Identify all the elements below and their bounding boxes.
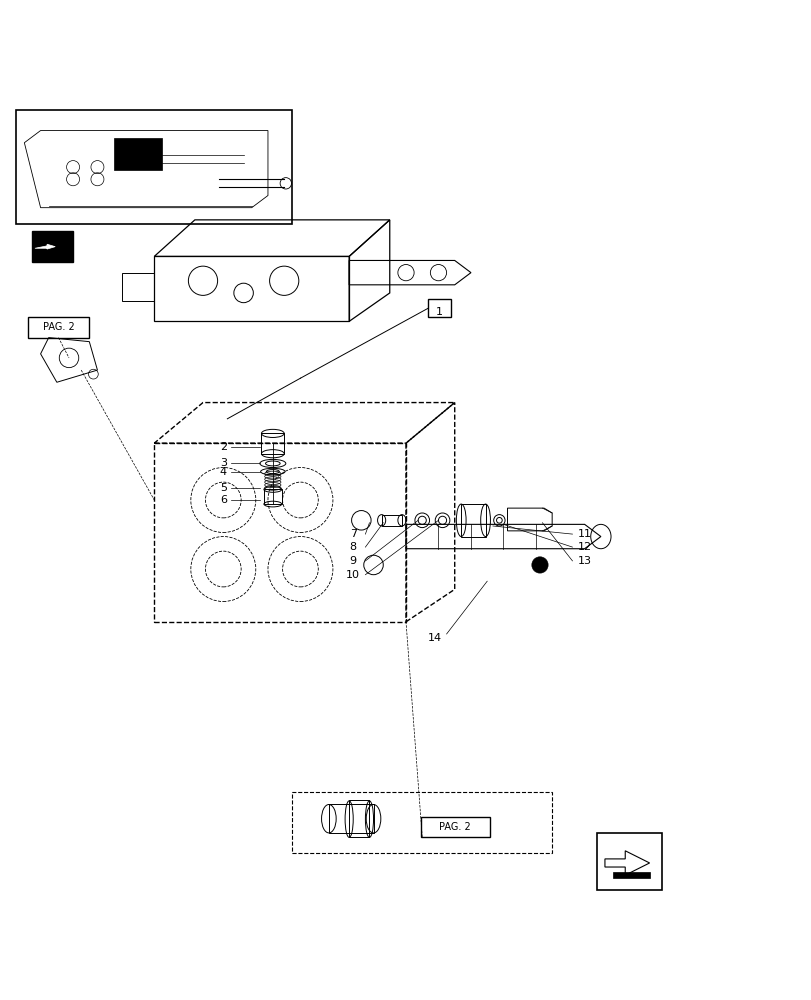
Text: 6: 6 — [220, 495, 226, 505]
Bar — [292, 792, 551, 853]
Bar — [427, 299, 450, 317]
Text: 13: 13 — [577, 556, 591, 566]
Polygon shape — [612, 872, 649, 878]
Text: 1: 1 — [436, 307, 442, 317]
Bar — [114, 138, 162, 170]
Text: 7: 7 — [350, 529, 356, 539]
Text: PAG. 2: PAG. 2 — [438, 822, 470, 832]
Polygon shape — [604, 851, 649, 875]
Bar — [32, 231, 73, 262]
Text: 8: 8 — [350, 542, 356, 552]
Bar — [381, 515, 401, 526]
Bar — [264, 489, 281, 504]
Text: PAG. 2: PAG. 2 — [43, 322, 75, 332]
Bar — [420, 817, 489, 837]
Text: 12: 12 — [577, 542, 591, 552]
Bar — [261, 433, 284, 454]
Text: 14: 14 — [427, 633, 441, 643]
Bar — [16, 110, 292, 224]
Polygon shape — [35, 244, 55, 249]
Text: 4: 4 — [220, 467, 226, 477]
Text: 2: 2 — [220, 442, 226, 452]
Text: 3: 3 — [220, 458, 226, 468]
Text: 11: 11 — [577, 529, 591, 539]
Text: 9: 9 — [350, 556, 356, 566]
Bar — [328, 804, 373, 833]
Bar — [28, 317, 89, 338]
Bar — [349, 800, 369, 837]
Text: 5: 5 — [220, 483, 226, 493]
Text: 10: 10 — [345, 570, 360, 580]
Circle shape — [531, 557, 547, 573]
Bar — [461, 504, 485, 537]
Bar — [596, 833, 661, 890]
